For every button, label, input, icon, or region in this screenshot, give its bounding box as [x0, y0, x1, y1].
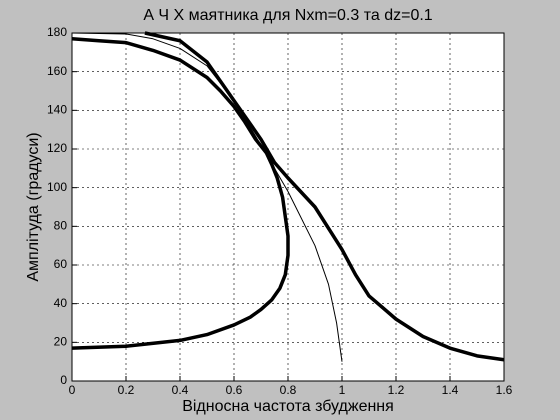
- y-axis-label: Амплітуда (градуси): [25, 132, 42, 281]
- y-tick-label: 180: [47, 25, 67, 39]
- x-axis-label: Відносна частота збудження: [182, 398, 394, 415]
- y-tick-label: 160: [47, 64, 67, 78]
- y-tick-label: 60: [54, 257, 68, 271]
- x-tick-label: 0.6: [226, 383, 243, 397]
- x-tick-label: 1: [339, 383, 346, 397]
- axes-frame: [71, 32, 505, 382]
- x-tick-label: 0.2: [118, 383, 135, 397]
- y-tick-label: 20: [54, 335, 68, 349]
- line-series: [71, 32, 343, 362]
- x-tick-label: 0.4: [172, 383, 189, 397]
- y-tick-label: 120: [47, 141, 67, 155]
- x-tick-label: 1.6: [496, 383, 513, 397]
- line-series: [144, 31, 505, 362]
- x-tick-label: 0.8: [280, 383, 297, 397]
- y-tick-label: 80: [54, 219, 68, 233]
- chart-title: А Ч Х маятника для Nxm=0.3 та dz=0.1: [143, 7, 432, 24]
- y-tick-label: 140: [47, 103, 67, 117]
- y-tick-label: 100: [47, 180, 67, 194]
- y-tick-label: 40: [54, 296, 68, 310]
- x-tick-label: 1.4: [442, 383, 459, 397]
- x-tick-label: 1.2: [388, 383, 405, 397]
- line-series: [71, 37, 290, 350]
- y-tick-label: 0: [60, 373, 67, 387]
- x-tick-label: 0: [69, 383, 76, 397]
